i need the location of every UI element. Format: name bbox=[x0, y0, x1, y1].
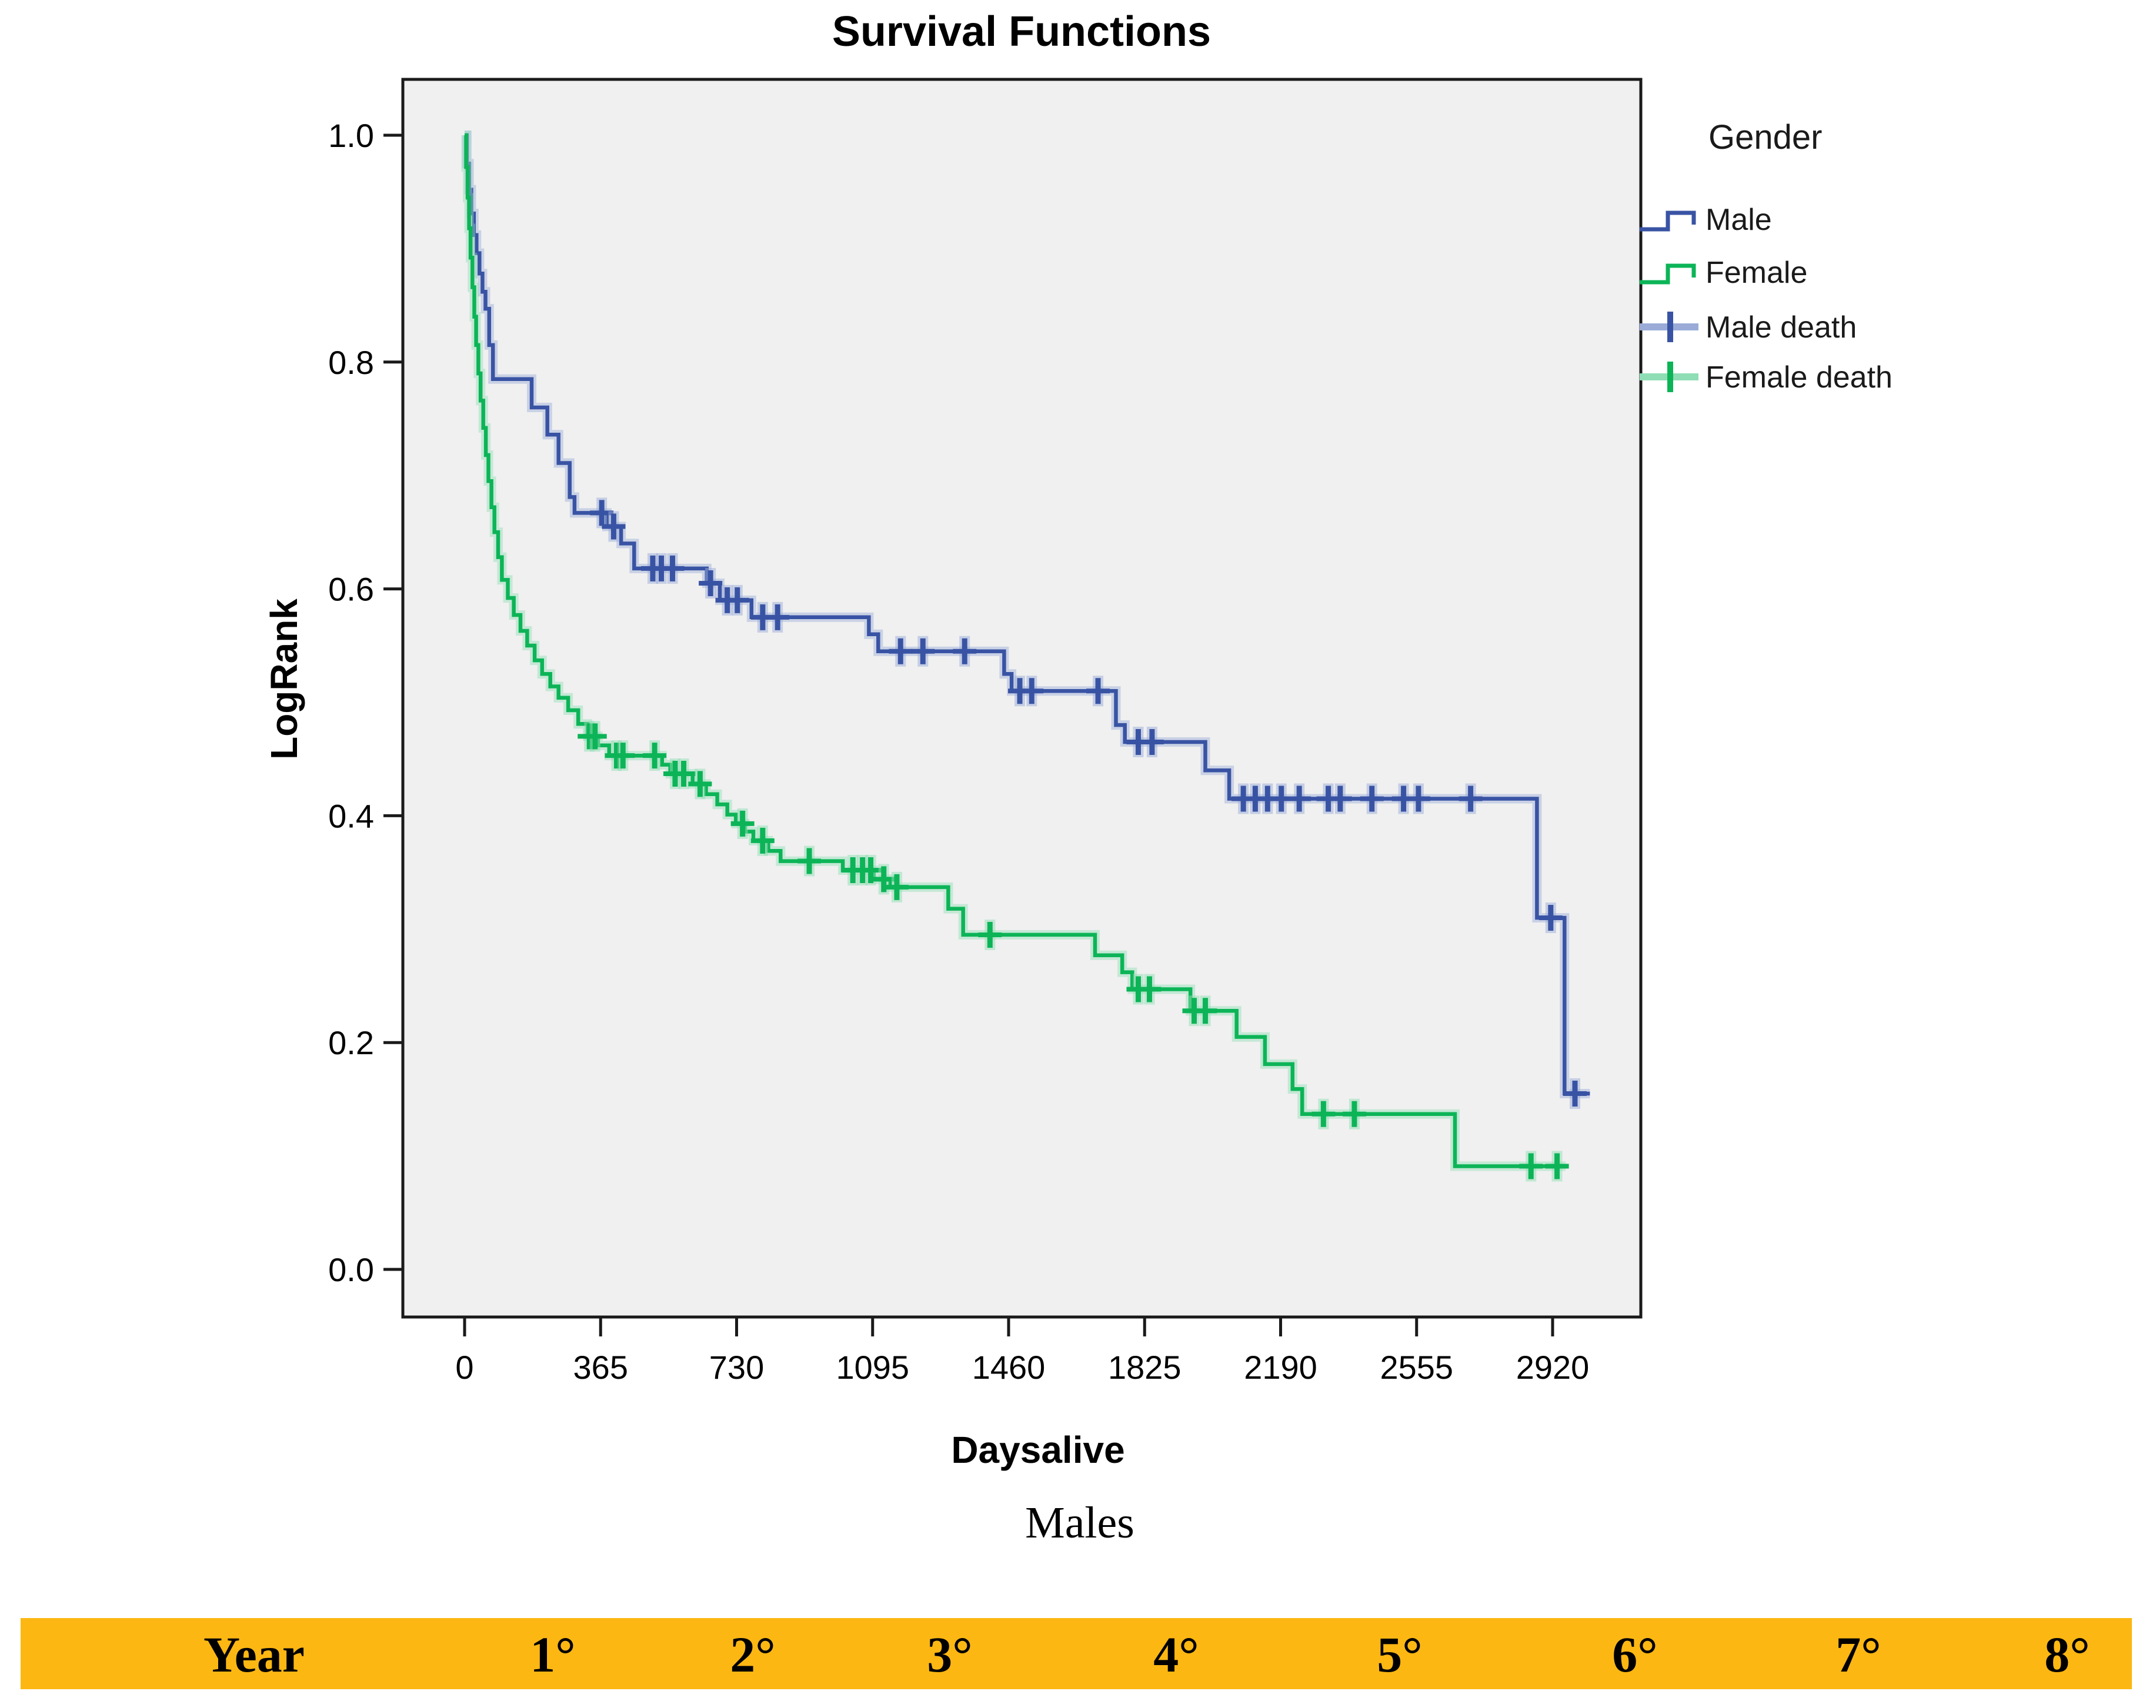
x-tick-label: 1825 bbox=[1108, 1349, 1182, 1386]
year-header-cell: 2° bbox=[730, 1626, 776, 1683]
year-header-cell: Year bbox=[203, 1626, 305, 1683]
year-header-cell: 4° bbox=[1153, 1626, 1199, 1683]
x-tick-label: 1460 bbox=[972, 1349, 1046, 1386]
year-header-cell: 5° bbox=[1377, 1626, 1423, 1683]
y-tick-label: 0.0 bbox=[328, 1251, 374, 1288]
x-tick-label: 365 bbox=[573, 1349, 628, 1386]
legend-item-male-death: Male death bbox=[1706, 310, 1857, 345]
year-header-cell: 8° bbox=[2044, 1626, 2090, 1683]
y-tick-label: 0.8 bbox=[328, 344, 374, 381]
y-tick-label: 0.2 bbox=[328, 1024, 374, 1061]
legend-male-death-icon bbox=[1640, 312, 1698, 342]
y-axis-label: LogRank bbox=[263, 599, 305, 760]
legend: Gender Male Female Male death Female dea… bbox=[1640, 118, 1893, 395]
x-axis-label: Daysalive bbox=[951, 1429, 1124, 1471]
x-tick-label: 730 bbox=[709, 1349, 764, 1386]
y-tick-label: 0.4 bbox=[328, 797, 374, 834]
legend-item-male: Male bbox=[1706, 203, 1772, 237]
chart-title: Survival Functions bbox=[832, 8, 1211, 55]
y-axis-ticks: 1.0 0.8 0.6 0.4 0.2 0.0 bbox=[328, 117, 403, 1288]
year-header-cell: 6° bbox=[1612, 1626, 1658, 1683]
figure-caption: Males bbox=[1025, 1498, 1134, 1547]
survival-curves bbox=[461, 131, 1590, 1182]
legend-item-female: Female bbox=[1706, 256, 1807, 290]
x-tick-label: 2555 bbox=[1380, 1349, 1453, 1386]
x-tick-label: 2920 bbox=[1516, 1349, 1590, 1386]
year-header-bar: Year 1° 2° 3° 4° 5° 6° 7° 8° bbox=[21, 1618, 2132, 1689]
y-tick-label: 1.0 bbox=[328, 117, 374, 154]
year-header-cell: 3° bbox=[927, 1626, 973, 1683]
y-tick-label: 0.6 bbox=[328, 571, 374, 608]
legend-item-female-death: Female death bbox=[1706, 360, 1893, 395]
x-tick-label: 2190 bbox=[1244, 1349, 1317, 1386]
legend-female-death-icon bbox=[1640, 362, 1698, 392]
legend-male-step-icon bbox=[1640, 210, 1696, 232]
legend-female-step-icon bbox=[1640, 263, 1696, 285]
year-header-cell: 1° bbox=[530, 1626, 576, 1683]
x-axis-ticks: 0 365 730 1095 1460 1825 2190 2555 2920 bbox=[455, 1317, 1589, 1386]
x-tick-label: 0 bbox=[455, 1349, 473, 1386]
x-tick-label: 1095 bbox=[836, 1349, 909, 1386]
legend-title: Gender bbox=[1708, 118, 1822, 156]
year-header-cell: 7° bbox=[1835, 1626, 1881, 1683]
